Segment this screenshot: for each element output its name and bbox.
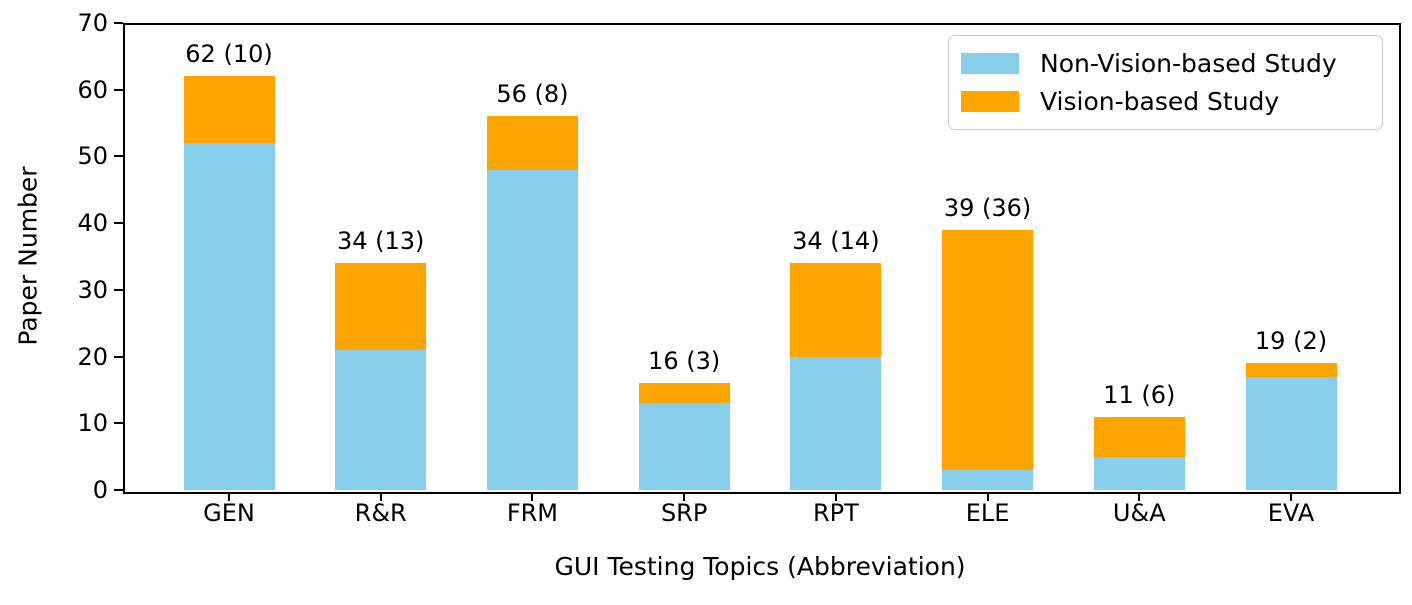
bar-segment-vision [790, 263, 882, 357]
legend-swatch [961, 53, 1019, 74]
bar-value-label: 16 (3) [648, 347, 721, 376]
legend-item: Non-Vision-based Study [961, 50, 1382, 77]
x-tick-mark [228, 492, 230, 501]
x-tick-mark [986, 492, 989, 501]
y-tick-label: 30 [77, 275, 108, 304]
y-tick-label: 20 [77, 342, 108, 371]
x-tick-label: ELE [965, 499, 1010, 527]
x-tick-label: GEN [203, 499, 255, 527]
x-tick-label: SRP [660, 499, 708, 527]
bar-value-label: 56 (8) [496, 80, 569, 109]
bar-value-label: 34 (14) [792, 227, 880, 256]
legend-label: Vision-based Study [1040, 87, 1280, 116]
y-tick-label: 40 [77, 209, 108, 238]
x-tick-label: RPT [812, 499, 859, 527]
legend-label: Non-Vision-based Study [1040, 49, 1337, 78]
x-tick-label: EVA [1267, 499, 1315, 527]
x-axis-label: GUI Testing Topics (Abbreviation) [554, 552, 966, 581]
x-tick-mark [1138, 492, 1141, 501]
x-tick-mark [683, 492, 686, 501]
y-tick-label: 70 [77, 9, 108, 37]
bar-value-label: 39 (36) [943, 193, 1032, 222]
bar-value-label: 19 (2) [1254, 327, 1328, 356]
bar-segment-vision [486, 116, 578, 170]
x-tick-mark [834, 492, 837, 501]
bar-segment-nonvision [1093, 456, 1185, 490]
bar-segment-vision [1093, 416, 1185, 457]
x-tick-mark [531, 492, 534, 501]
bar-segment-vision [638, 383, 730, 404]
bar-segment-nonvision [942, 469, 1034, 490]
x-tick-mark [1290, 492, 1292, 501]
bar-segment-nonvision [183, 143, 275, 490]
y-tick-label: 60 [77, 75, 108, 104]
x-tick-label: FRM [506, 499, 559, 527]
y-tick-mark [114, 22, 123, 24]
bar-segment-nonvision [335, 349, 427, 490]
bar-segment-vision [1245, 363, 1337, 377]
y-tick-mark [114, 489, 123, 491]
bar-segment-vision [183, 76, 275, 144]
legend: Non-Vision-based Study Vision-based Study [948, 35, 1383, 130]
bar-value-label: 62 (10) [185, 40, 273, 69]
y-tick-mark [114, 88, 123, 91]
bar-value-label: 11 (6) [1103, 380, 1176, 409]
bar-segment-nonvision [486, 169, 578, 490]
y-axis-label: Paper Number [13, 166, 43, 346]
y-tick-mark [114, 355, 123, 358]
y-tick-label: 10 [77, 409, 108, 438]
y-tick-mark [114, 155, 123, 158]
bar-segment-vision [335, 263, 427, 350]
bar-segment-nonvision [790, 356, 882, 490]
x-tick-label: R&R [354, 499, 407, 527]
y-tick-mark [114, 288, 123, 291]
x-tick-mark [379, 492, 382, 501]
bar-segment-vision [942, 229, 1034, 470]
bar-segment-nonvision [638, 403, 730, 490]
y-tick-mark [114, 422, 123, 425]
x-tick-label: U&A [1112, 499, 1166, 527]
y-tick-label: 0 [92, 476, 108, 504]
y-tick-label: 50 [77, 142, 108, 171]
legend-item: Vision-based Study [961, 88, 1382, 115]
legend-swatch [961, 91, 1019, 112]
bar-value-label: 34 (13) [336, 227, 425, 256]
y-tick-mark [114, 222, 123, 225]
bar-segment-nonvision [1245, 376, 1337, 490]
